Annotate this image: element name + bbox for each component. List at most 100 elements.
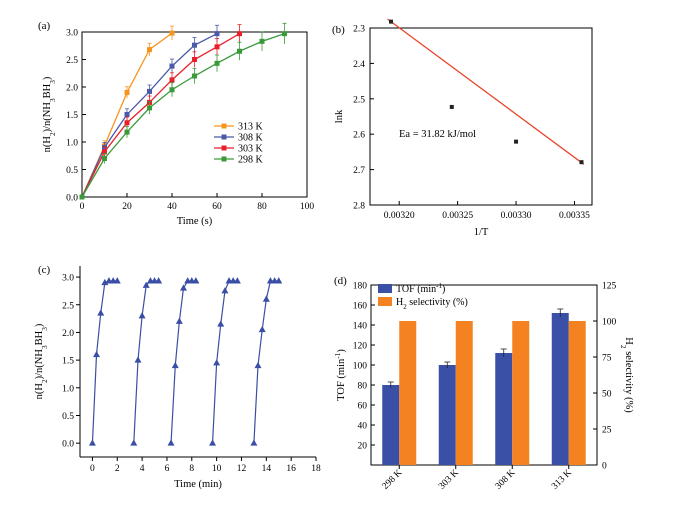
data-point-c: [250, 439, 258, 446]
bar-tof-d: [551, 313, 569, 465]
legend-marker-a: [221, 156, 227, 162]
legend-swatch-d: [378, 284, 392, 293]
data-point-c: [113, 277, 121, 284]
data-point-a: [124, 112, 130, 117]
y-tick-label-right-d: 0: [602, 462, 607, 472]
y-tick-label-c: 1.0: [62, 384, 74, 394]
legend-label-a: 313 K: [238, 122, 264, 133]
data-point-a: [147, 105, 152, 111]
bar-tof-d: [438, 365, 456, 465]
y-axis-label-c: n(H2)/n(NH3BH3): [34, 323, 49, 399]
fit-line-b: [387, 18, 585, 165]
series-line-a: [81, 33, 285, 198]
x-tick-label-c: 2: [115, 464, 120, 474]
x-tick-label-b: 0.00330: [501, 211, 532, 221]
data-point-c: [258, 325, 266, 333]
y-tick-label-c: 0.0: [62, 440, 74, 450]
x-tick-label-a: 60: [212, 202, 222, 212]
data-point-a: [192, 57, 197, 62]
x-tick-label-d: 303 K: [437, 468, 461, 492]
cycle-line-c: [170, 280, 196, 444]
y-tick-label-a: 0.0: [66, 194, 78, 204]
data-point-c: [213, 359, 221, 366]
data-point-a: [102, 149, 107, 155]
y-tick-label-c: 2.5: [62, 301, 74, 311]
data-point-a: [214, 60, 220, 66]
data-point-c: [142, 281, 150, 288]
y-tick-label-a: 3.0: [66, 29, 78, 39]
panel-label-a: (a): [38, 20, 51, 32]
data-point-a: [124, 120, 130, 126]
y-tick-label-a: 0.5: [66, 166, 78, 176]
data-point-c: [209, 439, 217, 446]
x-tick-label-a: 40: [167, 202, 177, 212]
x-tick-label-c: 16: [286, 464, 296, 474]
legend-marker-a: [221, 134, 227, 140]
data-point-c: [130, 439, 138, 446]
data-point-c: [233, 277, 241, 284]
data-point-a: [102, 156, 107, 161]
y-tick-label-right-d: 125: [602, 282, 617, 292]
y-axis-label-b: lnk: [334, 109, 345, 123]
data-point-a: [237, 31, 242, 37]
x-tick-label-b: 0.00325: [442, 211, 473, 221]
data-point-c: [97, 309, 105, 316]
x-tick-label-c: 4: [140, 464, 145, 474]
y-tick-label-c: 1.5: [62, 357, 74, 367]
legend-label-a: 308 K: [238, 133, 264, 144]
x-tick-label-c: 14: [262, 464, 272, 474]
y-tick-label-left-d: 20: [358, 442, 368, 452]
data-point-b: [579, 160, 584, 165]
axes-frame-d: [370, 284, 598, 466]
x-axis-label-c: Time (min): [174, 479, 222, 490]
data-point-c: [138, 312, 146, 319]
y-tick-label-left-d: 100: [353, 362, 368, 372]
x-tick-label-d: 308 K: [494, 468, 518, 492]
bar-selectivity-d: [399, 321, 417, 465]
panel-label-c: (c): [38, 264, 51, 276]
data-point-a: [192, 42, 197, 48]
data-point-a: [192, 73, 197, 79]
y-tick-label-b: 2.8: [353, 202, 365, 212]
x-axis-label-b: 1/T: [474, 227, 489, 238]
y-tick-label-c: 2.0: [62, 329, 74, 339]
y-tick-label-left-d: 120: [353, 342, 368, 352]
y-tick-label-left-d: 180: [353, 282, 368, 292]
x-tick-label-c: 10: [212, 464, 222, 474]
data-point-a: [169, 77, 175, 83]
data-point-c: [179, 284, 187, 291]
y-tick-label-a: 2.5: [66, 56, 78, 66]
y-tick-label-left-d: 160: [353, 302, 368, 312]
data-point-c: [275, 277, 283, 284]
legend-label-d: H2 selectivity (%): [396, 297, 468, 311]
data-point-b: [449, 104, 454, 109]
data-point-a: [259, 38, 265, 44]
y-axis-label-a: n(H2)/n(NH3BH3): [42, 76, 57, 152]
y-tick-label-b: 2.5: [353, 95, 365, 105]
bar-selectivity-d: [455, 321, 473, 465]
data-point-c: [262, 295, 270, 302]
legend-marker-a: [221, 123, 227, 129]
x-tick-label-b: 0.00320: [384, 211, 415, 221]
bar-tof-d: [495, 353, 513, 465]
data-point-a: [79, 194, 85, 200]
data-point-c: [155, 277, 163, 284]
data-point-c: [217, 320, 225, 327]
data-point-c: [167, 439, 175, 446]
y-tick-label-right-d: 50: [602, 390, 612, 400]
data-point-c: [93, 350, 101, 358]
legend-label-a: 303 K: [238, 144, 264, 155]
panel-label-b: (b): [332, 24, 345, 36]
annotation-b: Ea = 31.82 kJ/mol: [399, 129, 476, 140]
bar-selectivity-d: [512, 321, 530, 465]
y-tick-label-b: 2.3: [353, 25, 365, 35]
x-axis-label-a: Time (s): [177, 216, 213, 227]
y-tick-label-a: 1.5: [66, 111, 78, 121]
data-point-a: [147, 88, 152, 94]
panel-label-d: (d): [334, 275, 347, 287]
data-point-a: [124, 90, 130, 95]
data-point-a: [169, 87, 175, 93]
data-point-a: [169, 63, 175, 69]
data-point-a: [282, 31, 287, 37]
